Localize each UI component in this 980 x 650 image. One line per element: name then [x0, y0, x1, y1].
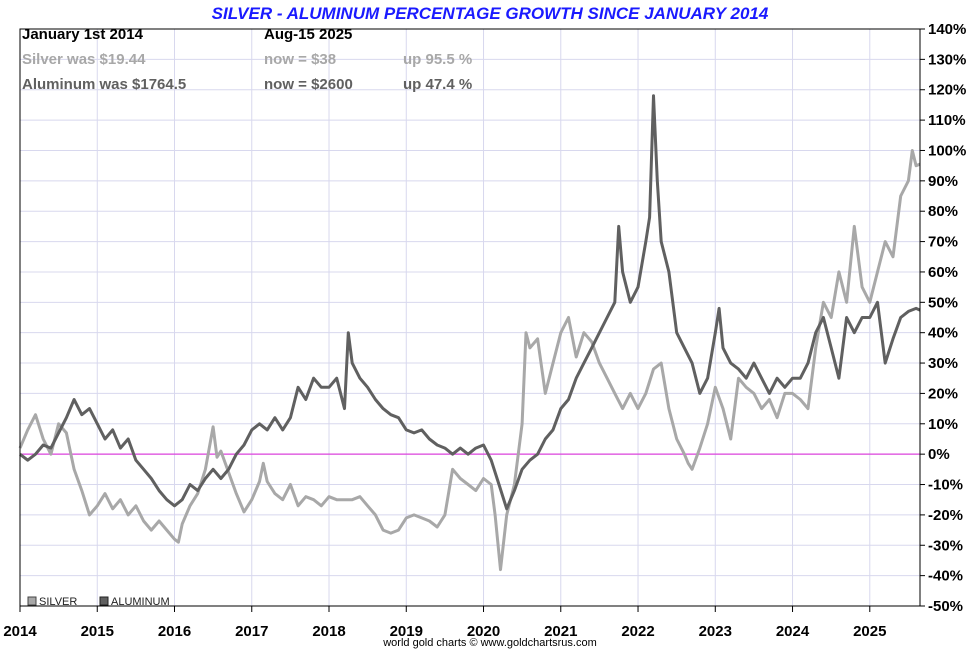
aluminum-was-label: Aluminum was $1764.5	[22, 76, 186, 93]
x-tick-label: 2019	[390, 623, 423, 640]
y-tick-label: -10%	[928, 477, 963, 494]
y-tick-label: 90%	[928, 173, 958, 190]
y-tick-label: -50%	[928, 598, 963, 615]
info-block: January 1st 2014 Aug-15 2025 Silver was …	[22, 26, 472, 93]
y-tick-label: 20%	[928, 385, 958, 402]
end-date-label: Aug-15 2025	[264, 26, 352, 43]
y-tick-label: 10%	[928, 416, 958, 433]
chart-credit: world gold charts © www.goldchartsrus.co…	[382, 637, 597, 649]
y-tick-label: 60%	[928, 264, 958, 281]
y-tick-label: 70%	[928, 234, 958, 251]
x-tick-label: 2014	[3, 623, 37, 640]
silver-up-label: up 95.5 %	[403, 51, 472, 68]
legend-swatch-silver	[27, 596, 37, 606]
y-tick-label: -30%	[928, 537, 963, 554]
series-lines	[18, 94, 921, 572]
y-tick-label: 50%	[928, 294, 958, 311]
x-tick-label: 2016	[158, 623, 191, 640]
y-tick-label: 140%	[928, 21, 966, 38]
y-axis: 140% 130% 120% 110% 100% 90% 80% 70% 60% 50% 40% 30…	[920, 21, 966, 615]
x-tick-label: 2022	[621, 623, 654, 640]
y-tick-label: 100%	[928, 142, 966, 159]
aluminum-up-label: up 47.4 %	[403, 76, 472, 93]
legend-swatch-aluminum	[99, 596, 109, 606]
x-tick-label: 2015	[81, 623, 114, 640]
x-tick-label: 2018	[312, 623, 345, 640]
y-tick-label: -40%	[928, 568, 963, 585]
legend-label-aluminum: ALUMINUM	[111, 596, 170, 608]
y-tick-label: 130%	[928, 51, 966, 68]
x-tick-label: 2023	[699, 623, 732, 640]
x-tick-label: 2020	[467, 623, 500, 640]
start-date-label: January 1st 2014	[22, 26, 144, 43]
y-tick-label: 80%	[928, 203, 958, 220]
y-tick-label: 110%	[928, 112, 966, 129]
x-tick-label: 2021	[544, 623, 577, 640]
x-axis: 2014 2015 2016 2017 2018 2019 2020 2021 2022 2023…	[3, 606, 886, 640]
plot-frame	[19, 28, 921, 607]
legend: SILVER ALUMINUM	[27, 596, 170, 608]
y-tick-label: 0%	[928, 446, 950, 463]
x-tick-label: 2017	[235, 623, 268, 640]
series-line-aluminum	[19, 94, 921, 511]
y-tick-label: 30%	[928, 355, 958, 372]
chart-title: SILVER - ALUMINUM PERCENTAGE GROWTH SINC…	[212, 4, 769, 23]
silver-now-label: now = $38	[264, 51, 336, 68]
aluminum-now-label: now = $2600	[264, 76, 353, 93]
x-tick-label: 2024	[776, 623, 810, 640]
y-tick-label: 120%	[928, 82, 966, 99]
x-tick-label: 2025	[853, 623, 886, 640]
y-tick-label: 40%	[928, 325, 958, 342]
y-tick-label: -20%	[928, 507, 963, 524]
series-line-silver	[18, 149, 921, 572]
gridlines	[19, 28, 920, 607]
legend-label-silver: SILVER	[39, 596, 77, 608]
silver-was-label: Silver was $19.44	[22, 51, 146, 68]
